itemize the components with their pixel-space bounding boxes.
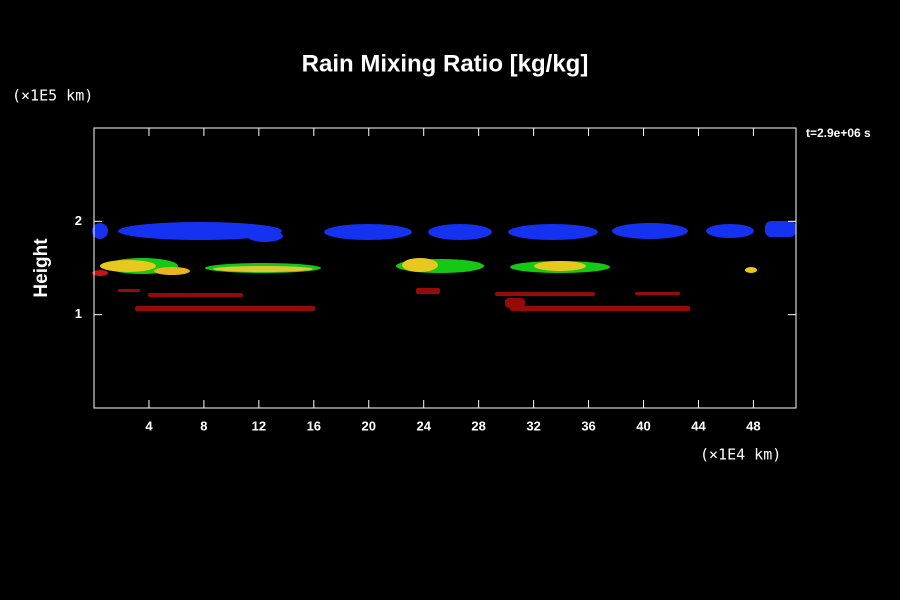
rain-region [154, 267, 190, 275]
y-axis-label: Height [31, 238, 52, 298]
blue-band [92, 221, 796, 242]
x-tick-label: 4 [145, 418, 153, 433]
rain-region [508, 224, 598, 240]
y-tick-label: 1 [75, 306, 82, 321]
red-band [118, 288, 690, 311]
rain-region [92, 223, 108, 239]
rain-region [324, 224, 412, 240]
x-tick-label: 20 [362, 418, 376, 433]
x-tick-label: 36 [581, 418, 595, 433]
rain-region [402, 258, 438, 272]
chart-title: Rain Mixing Ratio [kg/kg] [302, 50, 589, 77]
green-yellow-band [92, 258, 757, 276]
rain-region [534, 261, 586, 271]
x-tick-label: 24 [416, 418, 431, 433]
time-annotation: t=2.9e+06 s [806, 126, 871, 140]
rain-region [505, 298, 525, 308]
x-tick-label: 12 [252, 418, 266, 433]
rain-region [92, 270, 108, 276]
rain-region [213, 266, 313, 272]
rain-region [428, 224, 492, 240]
rain-region [635, 292, 680, 295]
rain-region [416, 288, 440, 294]
plot-frame [93, 127, 797, 409]
y-tick-label: 2 [75, 213, 82, 228]
rain-region [118, 222, 282, 240]
rain-region [247, 230, 283, 242]
rain-region [706, 224, 754, 238]
rain-region [745, 267, 757, 273]
x-tick-label: 8 [200, 418, 207, 433]
rain-region [612, 223, 688, 239]
rain-region [510, 306, 690, 311]
x-tick-label: 28 [471, 418, 485, 433]
x-tick-label: 40 [636, 418, 650, 433]
rain-region [135, 306, 315, 311]
x-tick-label: 48 [746, 418, 760, 433]
rain-region [100, 260, 156, 272]
x-tick-label: 44 [691, 418, 706, 433]
rain-region [148, 293, 243, 297]
x-tick-label: 32 [526, 418, 540, 433]
y-unit-label: (×1E5 km) [12, 87, 93, 105]
rain-field [92, 221, 796, 311]
x-unit-label: (×1E4 km) [700, 446, 781, 464]
rain-region [118, 289, 140, 292]
x-tick-label: 16 [307, 418, 321, 433]
rain-region [495, 292, 595, 296]
rain-region [765, 221, 796, 237]
